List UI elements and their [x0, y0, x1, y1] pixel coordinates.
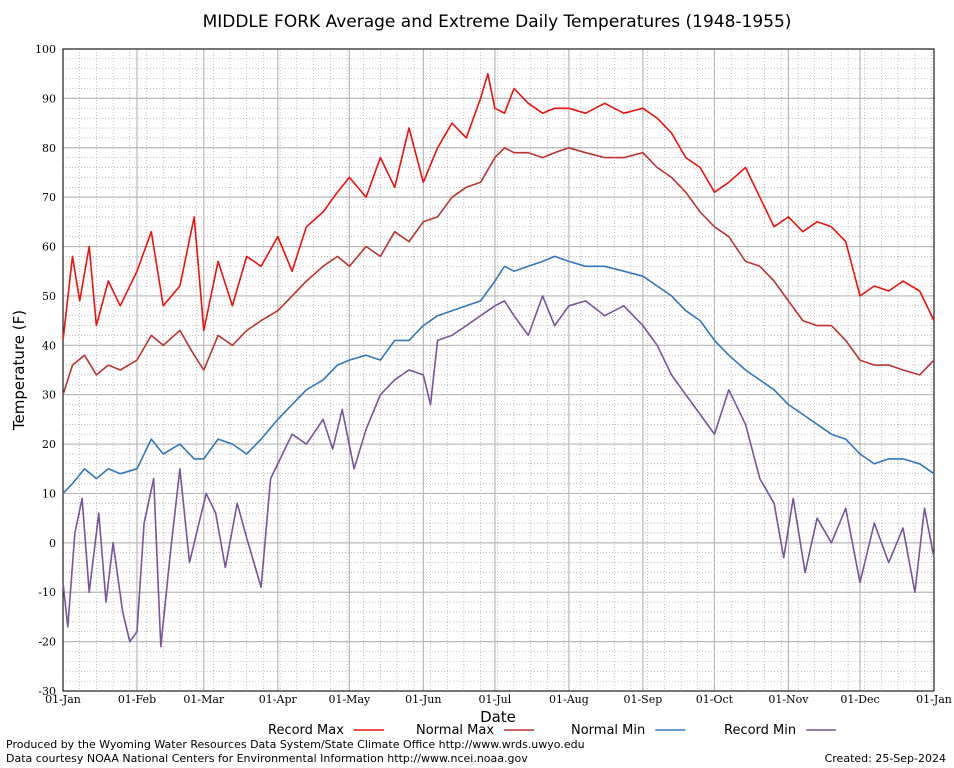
y-tick-label: 10 [42, 487, 56, 500]
x-tick-label: 01-May [328, 693, 371, 706]
series-line-normal-min [62, 255, 935, 495]
x-tick-label: 01-Jun [405, 693, 441, 706]
y-tick-label: 50 [42, 290, 56, 303]
series-line-record-min [62, 295, 935, 648]
x-tick-label: 01-Dec [840, 693, 879, 706]
y-tick-label: 100 [35, 43, 56, 56]
y-axis-label: Temperature (F) [10, 310, 28, 431]
legend-label: Normal Max [416, 723, 494, 738]
x-tick-label: 01-Aug [549, 693, 589, 706]
plot-frame [62, 48, 935, 692]
x-tick-label: 01-Jan [45, 693, 81, 706]
x-tick-label: 01-Jul [479, 693, 512, 706]
y-tick-label: 0 [49, 537, 56, 550]
legend: Record Max Normal Max Normal Min Record Min [268, 723, 837, 738]
plot-area: -30 -20 -10 0 10 20 30 40 50 60 70 80 90 100 01-Jan 01-… [35, 43, 952, 706]
y-tick-label: -20 [38, 636, 56, 649]
footer-created: Created: 25-Sep-2024 [825, 752, 946, 765]
series-line-normal-max [62, 147, 935, 395]
y-tick-label: 90 [42, 92, 56, 105]
y-tick-label: 20 [42, 438, 56, 451]
y-tick-label: 30 [42, 389, 56, 402]
x-tick-label: 01-Feb [118, 693, 156, 706]
y-tick-label: 70 [42, 191, 56, 204]
y-tick-label: 80 [42, 142, 56, 155]
y-tick-label: -10 [38, 586, 56, 599]
x-tick-label: 01-Sep [623, 693, 662, 706]
x-axis-label: Date [480, 708, 516, 726]
x-tick-label: 01-Jan [916, 693, 952, 706]
y-tick-label: 60 [42, 241, 56, 254]
y-tick-label: 40 [42, 339, 56, 352]
x-tick-label: 01-Oct [696, 693, 734, 706]
chart-title: MIDDLE FORK Average and Extreme Daily Te… [203, 12, 792, 32]
footer-data-courtesy: Data courtesy NOAA National Centers for … [6, 752, 528, 765]
footer-produced-by: Produced by the Wyoming Water Resources … [6, 738, 585, 751]
legend-label: Record Max [268, 723, 344, 738]
legend-label: Record Min [724, 723, 796, 738]
x-tick-label: 01-Mar [183, 693, 225, 706]
legend-label: Normal Min [571, 723, 645, 738]
x-tick-label: 01-Nov [768, 693, 809, 706]
x-tick-label: 01-Apr [259, 693, 298, 706]
y-tick-label: -30 [38, 685, 56, 698]
series-line-record-max [62, 72, 935, 341]
